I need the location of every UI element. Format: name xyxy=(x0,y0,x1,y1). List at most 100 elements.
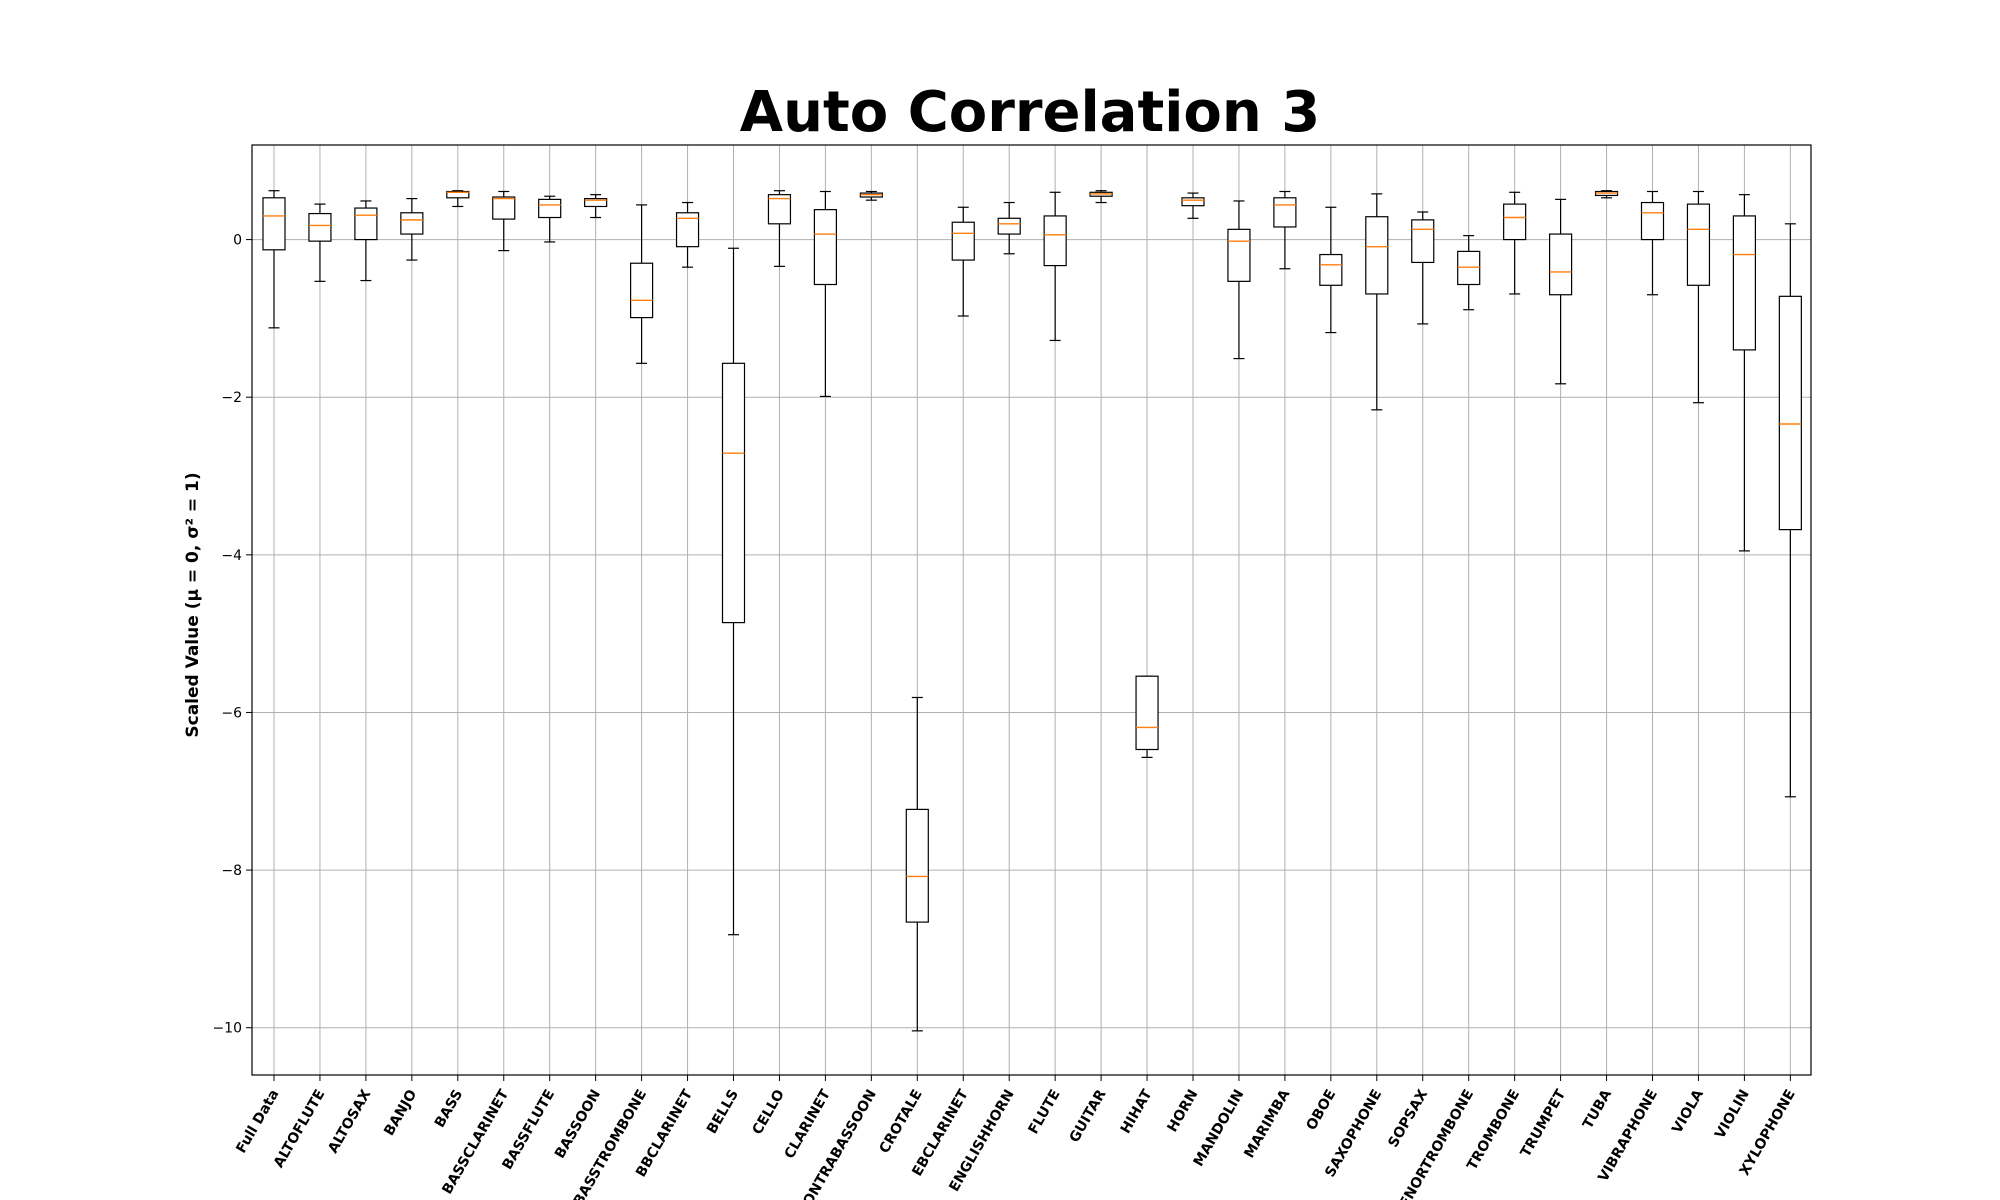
chart-title: Auto Correlation 3 xyxy=(740,80,1320,145)
box-iqr xyxy=(492,196,516,220)
box-layer xyxy=(262,190,1802,1032)
box-iqr xyxy=(308,212,332,242)
x-tick-label: SOPSAX xyxy=(1385,1087,1431,1151)
box-iqr xyxy=(1043,215,1067,267)
box-iqr xyxy=(262,197,286,251)
box-iqr xyxy=(1686,203,1711,286)
box-plot-item xyxy=(446,190,470,208)
box-iqr xyxy=(1135,675,1159,751)
box-iqr xyxy=(951,221,975,261)
box-plot-item xyxy=(1273,190,1297,270)
x-tick-label: Full Data xyxy=(233,1087,282,1156)
box-plot-item xyxy=(1043,191,1067,342)
box-plot-item xyxy=(1227,200,1251,360)
box-iqr xyxy=(1181,197,1205,207)
x-tick-label: VIOLIN xyxy=(1712,1087,1753,1142)
box-iqr xyxy=(1411,219,1435,264)
y-tick-label: −10 xyxy=(212,1021,242,1037)
x-tick-label: FLUTE xyxy=(1026,1087,1064,1137)
box-plot-item xyxy=(538,195,562,243)
box-plot-item xyxy=(1778,223,1802,798)
x-tick-label: OBOE xyxy=(1303,1087,1339,1133)
x-tick-label: HORN xyxy=(1165,1087,1202,1135)
box-iqr xyxy=(400,212,424,235)
y-axis-label: Scaled Value (μ = 0, σ² = 1) xyxy=(183,472,203,737)
y-tick-label: 0 xyxy=(233,233,242,249)
box-plot-item xyxy=(1640,190,1665,296)
x-tick-label: CONTRABASSOON xyxy=(795,1087,880,1200)
y-tick-label: −6 xyxy=(221,705,242,721)
box-plot-item xyxy=(997,201,1021,255)
x-tick-label: TUBA xyxy=(1580,1087,1615,1132)
x-tick-label: CLARINET xyxy=(782,1087,835,1162)
box-plot-item xyxy=(1089,190,1113,204)
x-tick-label: BASSOON xyxy=(552,1087,604,1161)
box-plot-item xyxy=(1686,190,1711,404)
box-plot-item xyxy=(859,190,883,201)
box-iqr xyxy=(1732,215,1757,351)
box-plot-item xyxy=(1732,194,1757,552)
box-iqr xyxy=(721,362,746,624)
plot-area-frame xyxy=(251,144,1812,1076)
y-axis-ticks: 0 −2 −4 −6 −8 −10 xyxy=(212,233,252,1037)
box-plot-item xyxy=(813,190,838,398)
box-plot-item xyxy=(1365,193,1389,411)
box-iqr xyxy=(538,198,562,219)
box-iqr xyxy=(813,209,838,286)
box-plot-item xyxy=(492,190,516,252)
box-plot-item xyxy=(1594,190,1619,199)
box-plot-item xyxy=(262,190,286,329)
box-plot-item xyxy=(1548,198,1573,385)
box-iqr xyxy=(1365,216,1389,295)
box-iqr xyxy=(997,217,1021,235)
x-tick-label: ALTOSAX xyxy=(325,1087,374,1156)
box-plot-item xyxy=(629,204,654,364)
x-tick-label: MARIMBA xyxy=(1241,1087,1293,1161)
box-iqr xyxy=(446,190,470,199)
box-iqr xyxy=(1778,295,1802,531)
x-tick-label: TRUMPET xyxy=(1518,1087,1570,1160)
box-iqr xyxy=(354,207,378,241)
x-tick-label: CELLO xyxy=(750,1087,788,1138)
box-plot-item xyxy=(721,247,746,936)
box-iqr xyxy=(905,808,929,923)
box-iqr xyxy=(675,212,700,248)
x-tick-label: CROTALE xyxy=(877,1087,926,1156)
x-tick-label: HIHAT xyxy=(1118,1087,1156,1137)
box-plot-item xyxy=(584,194,608,219)
box-iqr xyxy=(1503,203,1527,241)
y-tick-label: −2 xyxy=(221,390,242,406)
box-iqr xyxy=(1457,250,1481,286)
box-plot-item xyxy=(905,696,929,1032)
box-iqr xyxy=(629,262,654,319)
x-tick-label: BASS xyxy=(432,1087,466,1131)
box-plot-item xyxy=(400,197,424,261)
box-plot-item xyxy=(951,206,975,317)
box-plot-item xyxy=(767,190,792,267)
x-tick-label: GUITAR xyxy=(1067,1087,1110,1146)
box-plot-item xyxy=(1457,235,1481,311)
box-plot-item xyxy=(1181,192,1205,219)
x-tick-label: VIOLA xyxy=(1669,1087,1707,1136)
box-iqr xyxy=(584,197,608,208)
y-tick-label: −4 xyxy=(221,548,242,564)
box-plot-item xyxy=(1503,191,1527,295)
x-tick-label: BELLS xyxy=(704,1087,742,1137)
grid-lines xyxy=(252,145,1811,1075)
box-iqr xyxy=(767,194,792,225)
box-plot-item xyxy=(354,200,378,282)
box-plot-item xyxy=(1135,675,1159,758)
y-tick-label: −8 xyxy=(221,863,242,879)
box-plot-item xyxy=(1319,206,1343,334)
box-plot-item xyxy=(675,201,700,268)
box-iqr xyxy=(1548,233,1573,296)
box-iqr xyxy=(1227,228,1251,282)
box-plot-item xyxy=(308,203,332,282)
x-tick-label: MANDOLIN xyxy=(1191,1087,1248,1169)
x-tick-label: BANJO xyxy=(381,1087,420,1139)
box-plot-item xyxy=(1411,211,1435,325)
box-iqr xyxy=(1640,201,1665,241)
x-tick-label: TENORTROMBONE xyxy=(1392,1087,1477,1200)
